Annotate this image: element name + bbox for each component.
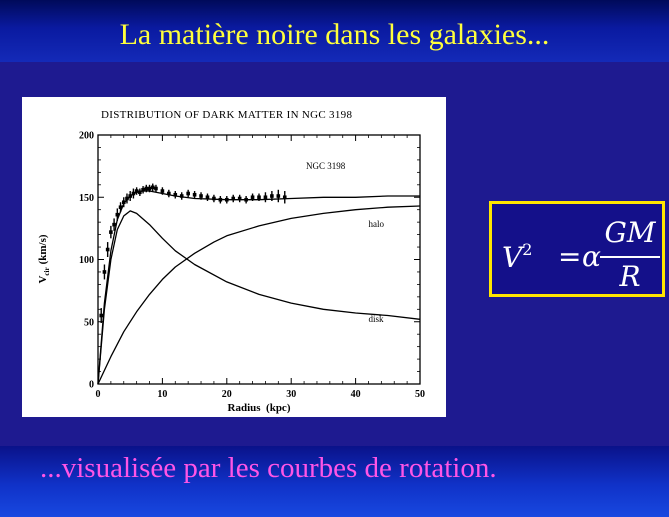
data-point <box>150 185 155 190</box>
x-tick-label: 0 <box>96 389 101 400</box>
data-point <box>99 313 104 318</box>
data-point <box>167 191 171 196</box>
data-point <box>109 230 113 234</box>
x-tick-label: 50 <box>415 389 425 400</box>
data-point <box>141 187 145 192</box>
x-axis-label: Radius (kpc) <box>228 402 291 414</box>
data-point <box>138 190 142 195</box>
y-tick-label: 150 <box>79 193 94 204</box>
x-tick-label: 40 <box>351 389 361 400</box>
data-point <box>102 270 107 274</box>
data-point <box>225 197 229 202</box>
chart-title: DISTRIBUTION OF DARK MATTER IN NGC 3198 <box>101 109 352 121</box>
data-point <box>134 189 139 193</box>
data-point <box>154 186 158 191</box>
data-point <box>282 195 287 200</box>
formula-v: V <box>502 241 523 274</box>
data-point <box>105 247 110 252</box>
series-label-halo: halo <box>368 219 384 229</box>
formula-alpha: α <box>582 240 601 273</box>
chart-svg: DISTRIBUTION OF DARK MATTER IN NGC 3198 … <box>37 109 425 414</box>
subtitle-band <box>0 446 669 517</box>
y-axis-label-v: V <box>37 276 49 284</box>
data-point <box>270 194 274 198</box>
series-line-halo <box>97 205 421 385</box>
slide-title: La matière noire dans les galaxies... <box>119 18 550 51</box>
data-point <box>173 192 178 197</box>
data-point <box>121 200 126 205</box>
y-tick-label: 200 <box>79 131 94 142</box>
formula-lhs: V2 <box>502 240 532 274</box>
y-axis-label-unit: (km/s) <box>37 234 49 264</box>
data-point <box>147 186 152 191</box>
data-point <box>231 196 236 201</box>
x-tick-label: 20 <box>222 389 232 400</box>
data-point <box>199 194 203 198</box>
data-point <box>179 194 184 198</box>
y-tick-label: 0 <box>89 380 94 391</box>
plot-frame <box>97 134 421 385</box>
data-point <box>263 195 268 200</box>
slide-subtitle: ...visualisée par les courbes de rotatio… <box>40 452 497 484</box>
data-point <box>212 196 216 201</box>
data-point <box>257 195 261 200</box>
data-point <box>244 197 248 202</box>
formula-box: V2 = α GM R <box>489 201 665 297</box>
svg-text:Vcir(km/s): Vcir (km/s) <box>37 234 51 283</box>
data-point <box>205 195 210 200</box>
data-point <box>192 192 197 197</box>
data-point <box>128 194 132 198</box>
y-axis-label: Vcir (km/s) <box>37 234 51 283</box>
data-point <box>112 222 116 227</box>
y-tick-label: 100 <box>79 255 94 266</box>
formula-fraction-bar <box>600 256 660 258</box>
data-point <box>131 191 136 196</box>
data-point <box>237 196 242 201</box>
data-point <box>218 197 223 202</box>
title-band <box>0 0 669 62</box>
data-point <box>144 186 149 191</box>
formula-denominator: R <box>619 260 641 293</box>
formula-equals: = <box>558 240 582 273</box>
data-point <box>160 189 165 193</box>
y-axis-label-sub: cir <box>43 267 51 275</box>
x-tick-label: 30 <box>286 389 296 400</box>
y-tick-label: 50 <box>84 317 94 328</box>
data-point <box>276 194 281 198</box>
ngc-3198-annotation: NGC 3198 <box>306 161 346 171</box>
data-point <box>250 195 255 200</box>
rotation-curve-chart: DISTRIBUTION OF DARK MATTER IN NGC 3198 … <box>22 97 446 417</box>
formula-numerator: GM <box>604 216 656 249</box>
series-line-disk <box>97 210 421 385</box>
data-point <box>186 191 190 196</box>
data-point <box>118 205 123 210</box>
x-tick-label: 10 <box>157 389 167 400</box>
data-point <box>125 196 129 201</box>
series-label-disk: disk <box>368 314 384 324</box>
data-point <box>115 212 120 217</box>
formula-exponent: 2 <box>522 240 533 259</box>
